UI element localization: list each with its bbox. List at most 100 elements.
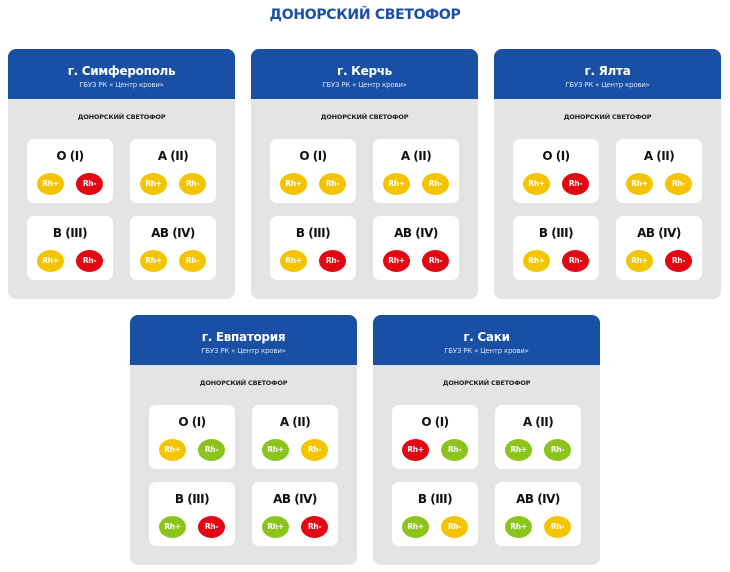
group-name: O (I) (542, 149, 570, 163)
rh-positive-badge[interactable]: Rh+ (402, 439, 429, 461)
rh-negative-badge[interactable]: Rh- (301, 439, 328, 461)
rh-negative-badge[interactable]: Rh- (179, 250, 206, 272)
blood-group-a: A (II) Rh+ Rh- (373, 139, 459, 203)
card-header: г. Симферополь ГБУЗ РК « Центр крови» (8, 49, 235, 99)
rh-negative-badge[interactable]: Rh- (665, 250, 692, 272)
rh-negative-badge[interactable]: Rh- (76, 250, 103, 272)
card-subtitle: ДОНОРСКИЙ СВЕТОФОР (77, 113, 166, 121)
blood-group-a: A (II) Rh+ Rh- (616, 139, 702, 203)
rh-positive-badge[interactable]: Rh+ (383, 250, 410, 272)
rh-positive-badge[interactable]: Rh+ (280, 250, 307, 272)
rh-negative-badge[interactable]: Rh- (198, 516, 225, 538)
rh-negative-badge[interactable]: Rh- (301, 516, 328, 538)
rh-negative-badge[interactable]: Rh- (562, 250, 589, 272)
group-name: B (III) (417, 492, 453, 506)
group-name: O (I) (421, 415, 449, 429)
rh-positive-badge[interactable]: Rh+ (505, 439, 532, 461)
rh-positive-badge[interactable]: Rh+ (37, 173, 64, 195)
group-name: A (II) (157, 149, 189, 163)
rh-positive-badge[interactable]: Rh+ (37, 250, 64, 272)
rh-negative-badge[interactable]: Rh- (319, 173, 346, 195)
rh-positive-badge[interactable]: Rh+ (626, 173, 653, 195)
org-name: ГБУЗ РК « Центр крови» (444, 347, 529, 355)
group-name: B (III) (538, 226, 574, 240)
rh-positive-badge[interactable]: Rh+ (505, 516, 532, 538)
rh-positive-badge[interactable]: Rh+ (523, 250, 550, 272)
group-name: A (II) (643, 149, 675, 163)
card-subtitle: ДОНОРСКИЙ СВЕТОФОР (199, 379, 288, 387)
rh-negative-badge[interactable]: Rh- (441, 439, 468, 461)
blood-group-ab: AB (IV) Rh+ Rh- (616, 216, 702, 280)
card-subtitle: ДОНОРСКИЙ СВЕТОФОР (442, 379, 531, 387)
city-card-simferopol: г. Симферополь ГБУЗ РК « Центр крови» ДО… (8, 49, 235, 299)
city-name: г. Саки (463, 330, 510, 344)
rh-positive-badge[interactable]: Rh+ (280, 173, 307, 195)
rh-positive-badge[interactable]: Rh+ (383, 173, 410, 195)
blood-group-ab: AB (IV) Rh+ Rh- (373, 216, 459, 280)
blood-group-a: A (II) Rh+ Rh- (130, 139, 216, 203)
city-card-evpatoria: г. Евпатория ГБУЗ РК « Центр крови» ДОНО… (130, 315, 357, 565)
rh-positive-badge[interactable]: Rh+ (262, 516, 289, 538)
blood-group-ab: AB (IV) Rh+ Rh- (252, 482, 338, 546)
group-name: A (II) (400, 149, 432, 163)
group-name: AB (IV) (273, 492, 317, 506)
blood-group-o: O (I) Rh+ Rh- (392, 405, 478, 469)
group-name: O (I) (299, 149, 327, 163)
page-title: ДОНОРСКИЙ СВЕТОФОР (269, 7, 461, 23)
card-header: г. Евпатория ГБУЗ РК « Центр крови» (130, 315, 357, 365)
group-name: B (III) (295, 226, 331, 240)
group-name: AB (IV) (394, 226, 438, 240)
blood-group-b: B (III) Rh+ Rh- (149, 482, 235, 546)
rh-negative-badge[interactable]: Rh- (76, 173, 103, 195)
group-name: A (II) (279, 415, 311, 429)
rh-negative-badge[interactable]: Rh- (665, 173, 692, 195)
blood-group-ab: AB (IV) Rh+ Rh- (130, 216, 216, 280)
group-name: AB (IV) (516, 492, 560, 506)
card-subtitle: ДОНОРСКИЙ СВЕТОФОР (320, 113, 409, 121)
city-name: г. Ялта (584, 64, 631, 78)
city-card-kerch: г. Керчь ГБУЗ РК « Центр крови» ДОНОРСКИ… (251, 49, 478, 299)
card-header: г. Керчь ГБУЗ РК « Центр крови» (251, 49, 478, 99)
rh-negative-badge[interactable]: Rh- (422, 250, 449, 272)
blood-group-grid: O (I) Rh+ Rh- A (II) Rh+ Rh- B (III) Rh+… (270, 139, 460, 280)
group-name: O (I) (178, 415, 206, 429)
org-name: ГБУЗ РК « Центр крови» (565, 81, 650, 89)
blood-group-a: A (II) Rh+ Rh- (252, 405, 338, 469)
rh-positive-badge[interactable]: Rh+ (159, 516, 186, 538)
rh-negative-badge[interactable]: Rh- (422, 173, 449, 195)
rh-negative-badge[interactable]: Rh- (441, 516, 468, 538)
blood-group-o: O (I) Rh+ Rh- (513, 139, 599, 203)
group-name: AB (IV) (151, 226, 195, 240)
rh-positive-badge[interactable]: Rh+ (159, 439, 186, 461)
org-name: ГБУЗ РК « Центр крови» (322, 81, 407, 89)
rh-positive-badge[interactable]: Rh+ (140, 173, 167, 195)
rh-positive-badge[interactable]: Rh+ (626, 250, 653, 272)
city-name: г. Керчь (337, 64, 392, 78)
blood-group-grid: O (I) Rh+ Rh- A (II) Rh+ Rh- B (III) Rh+… (27, 139, 217, 280)
city-card-yalta: г. Ялта ГБУЗ РК « Центр крови» ДОНОРСКИЙ… (494, 49, 721, 299)
blood-group-o: O (I) Rh+ Rh- (149, 405, 235, 469)
city-card-saki: г. Саки ГБУЗ РК « Центр крови» ДОНОРСКИЙ… (373, 315, 600, 565)
rh-negative-badge[interactable]: Rh- (198, 439, 225, 461)
group-name: B (III) (52, 226, 88, 240)
blood-group-ab: AB (IV) Rh+ Rh- (495, 482, 581, 546)
rh-negative-badge[interactable]: Rh- (544, 516, 571, 538)
rh-negative-badge[interactable]: Rh- (179, 173, 206, 195)
card-header: г. Ялта ГБУЗ РК « Центр крови» (494, 49, 721, 99)
org-name: ГБУЗ РК « Центр крови» (201, 347, 286, 355)
rh-positive-badge[interactable]: Rh+ (262, 439, 289, 461)
blood-group-b: B (III) Rh+ Rh- (392, 482, 478, 546)
rh-positive-badge[interactable]: Rh+ (140, 250, 167, 272)
blood-group-b: B (III) Rh+ Rh- (270, 216, 356, 280)
group-name: B (III) (174, 492, 210, 506)
blood-group-a: A (II) Rh+ Rh- (495, 405, 581, 469)
rh-negative-badge[interactable]: Rh- (562, 173, 589, 195)
rh-negative-badge[interactable]: Rh- (319, 250, 346, 272)
rh-positive-badge[interactable]: Rh+ (523, 173, 550, 195)
rh-negative-badge[interactable]: Rh- (544, 439, 571, 461)
rh-positive-badge[interactable]: Rh+ (402, 516, 429, 538)
card-header: г. Саки ГБУЗ РК « Центр крови» (373, 315, 600, 365)
city-name: г. Симферополь (67, 64, 176, 78)
blood-group-grid: O (I) Rh+ Rh- A (II) Rh+ Rh- B (III) Rh+… (513, 139, 703, 280)
